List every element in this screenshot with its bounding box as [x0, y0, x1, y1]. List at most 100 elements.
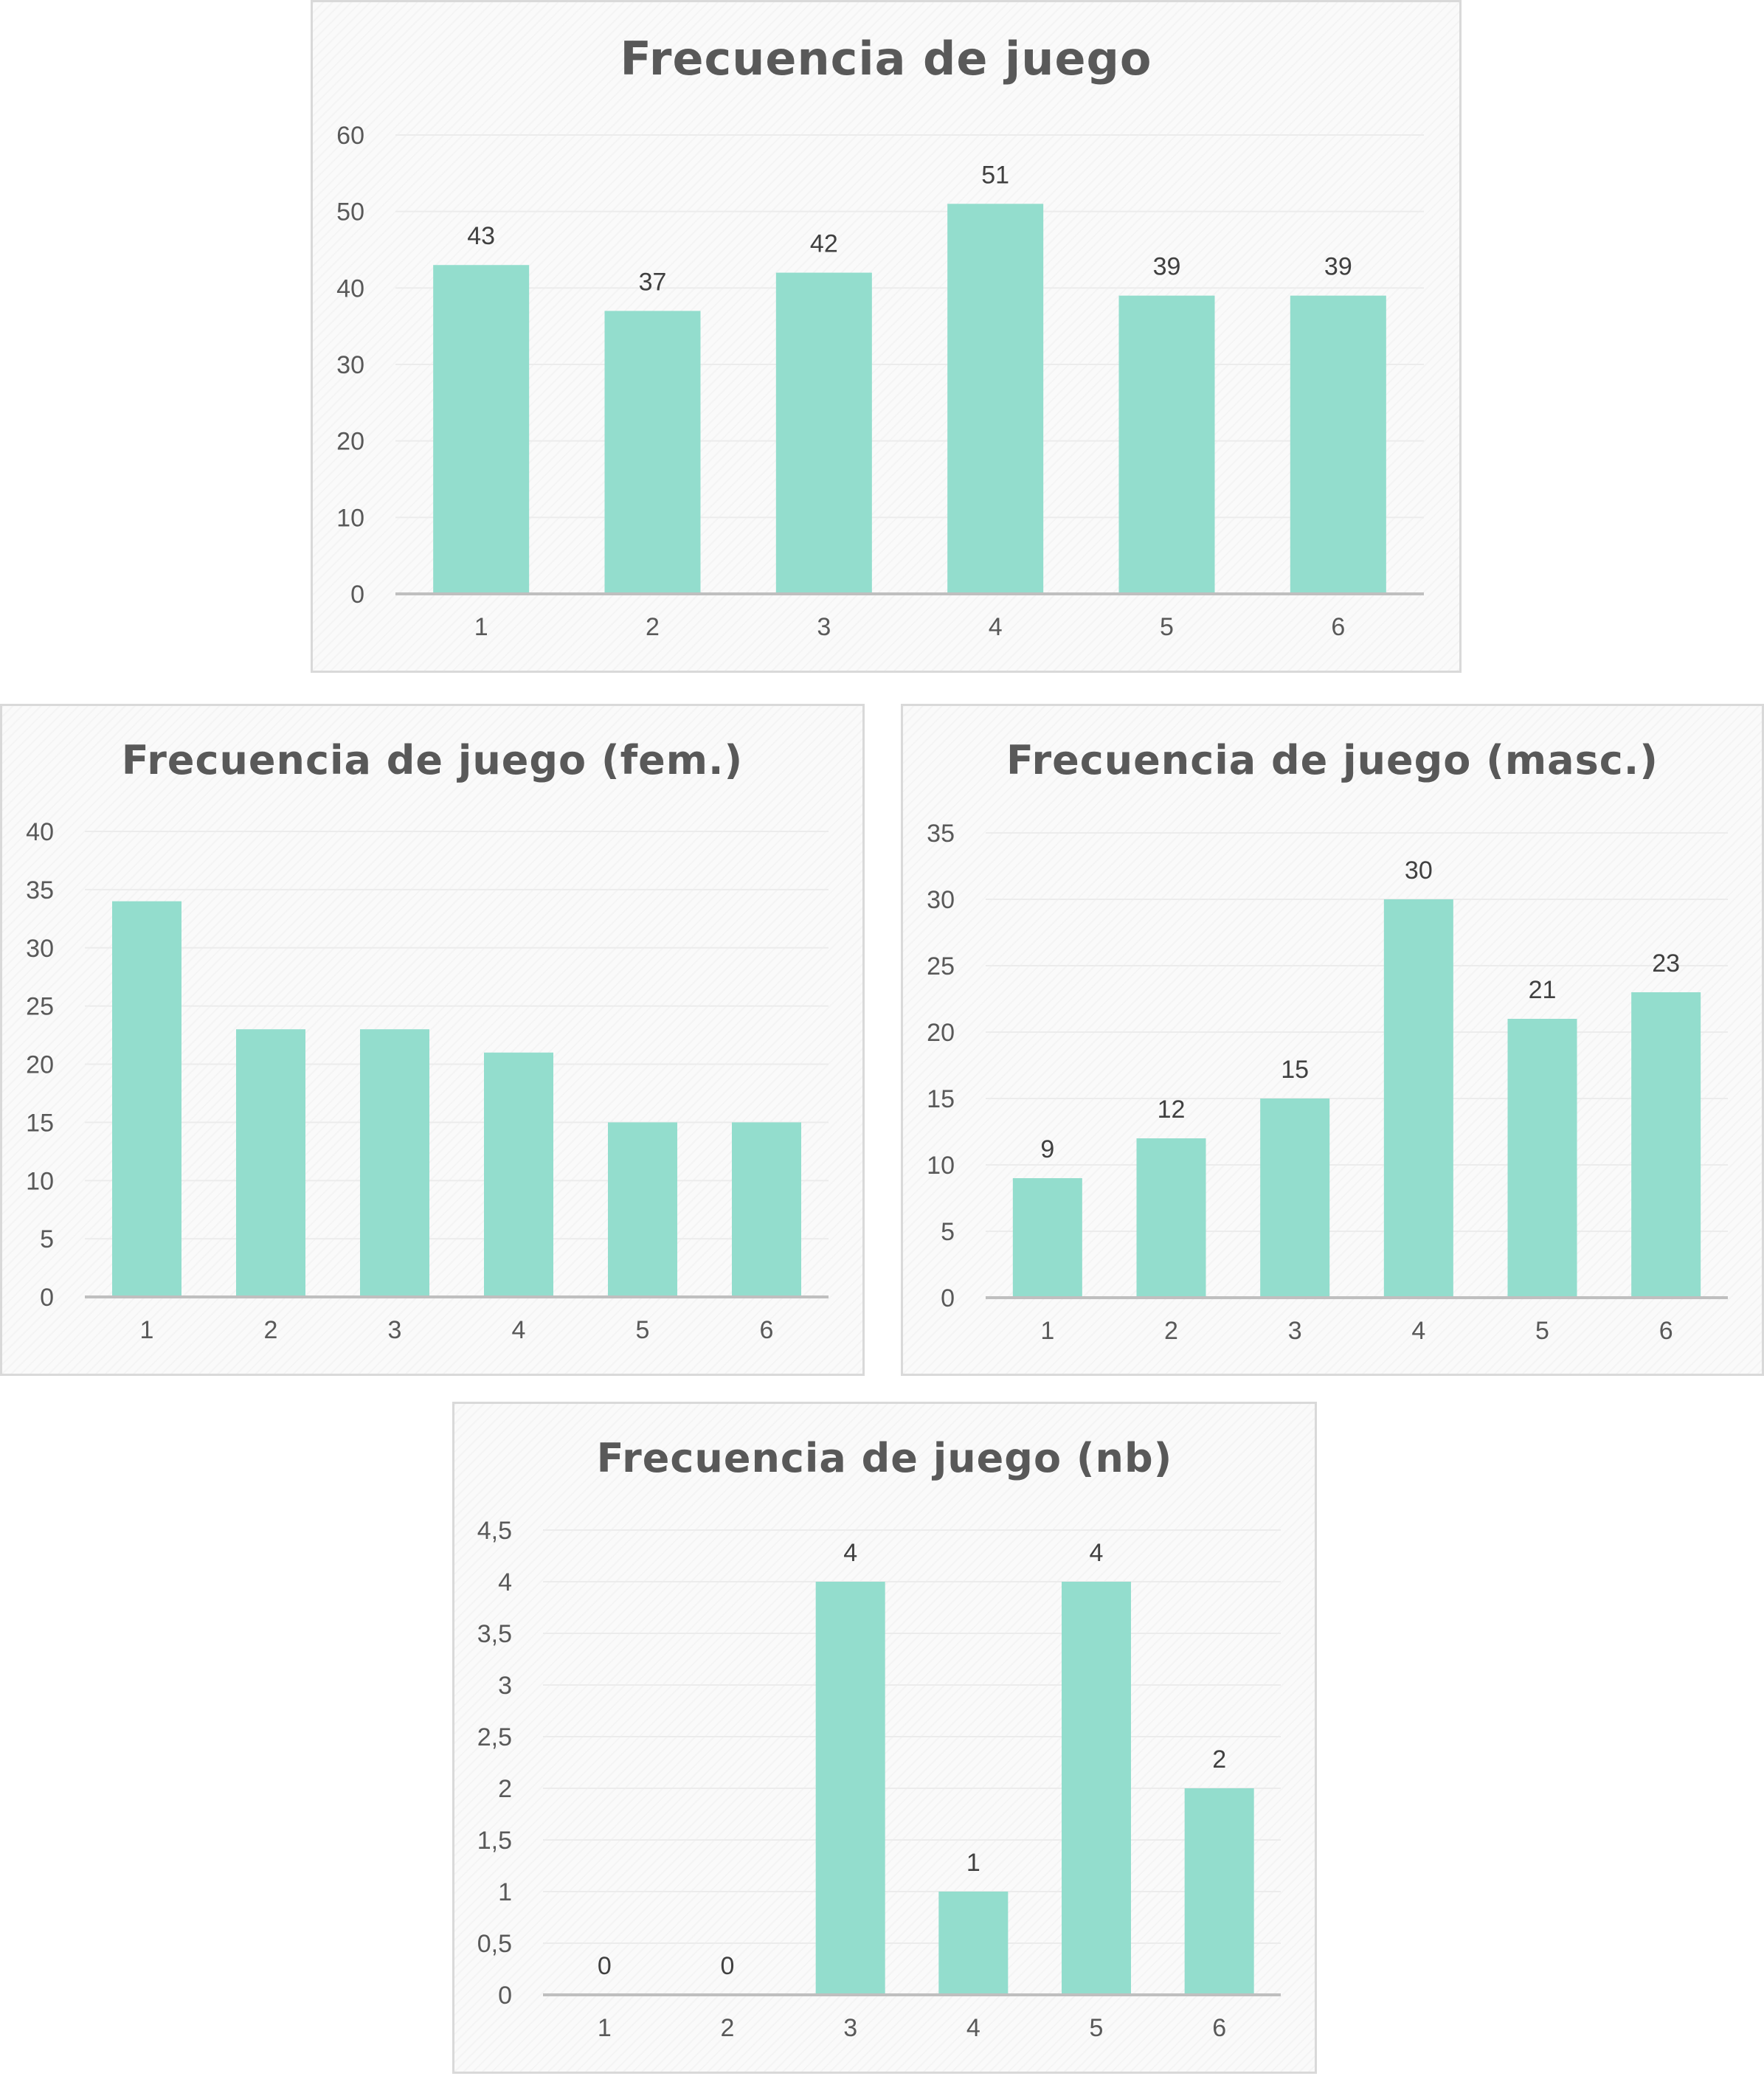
x-tick-label: 4	[512, 1316, 526, 1344]
data-label: 4	[1090, 1539, 1104, 1567]
chart-title: Frecuencia de juego (nb)	[596, 1435, 1173, 1481]
y-tick-label: 30	[927, 886, 955, 914]
y-tick-label: 0	[350, 581, 364, 609]
bar	[1383, 899, 1453, 1298]
y-tick-label: 50	[336, 198, 364, 226]
x-tick-label: 4	[1411, 1317, 1425, 1345]
x-tick-label: 2	[646, 613, 660, 641]
y-tick-label: 5	[40, 1225, 54, 1253]
data-label: 30	[1405, 857, 1433, 885]
x-tick-label: 5	[1160, 613, 1174, 641]
chart-panel-total: Frecuencia de juego 0 10 20 30 40 50 60 43 1 37 2 4…	[311, 0, 1462, 673]
y-tick-label: 35	[927, 820, 955, 848]
x-tick-label: 1	[140, 1316, 154, 1344]
y-tick-label: 1,5	[477, 1827, 512, 1855]
x-tick-label: 3	[817, 613, 831, 641]
bar	[815, 1582, 885, 1995]
bar	[360, 1029, 429, 1297]
y-tick-label: 20	[26, 1051, 54, 1079]
x-tick-label: 6	[760, 1316, 774, 1344]
x-tick-label: 1	[1040, 1317, 1054, 1345]
y-tick-label: 4,5	[477, 1517, 512, 1545]
bar	[608, 1122, 677, 1297]
bar	[775, 272, 872, 594]
x-tick-label: 5	[1090, 2014, 1104, 2042]
bar-chart-fem: 0 5 10 15 20 25 30 35 40 1 2 3 4 5 6	[26, 818, 829, 1344]
bar	[236, 1029, 305, 1297]
x-tick-label: 6	[1212, 2014, 1226, 2042]
x-tick-label: 4	[966, 2014, 980, 2042]
data-label: 0	[721, 1952, 735, 1980]
y-tick-label: 0,5	[477, 1930, 512, 1958]
y-tick-label: 0	[498, 1982, 512, 2010]
bar	[947, 204, 1044, 594]
chart-title: Frecuencia de juego (fem.)	[121, 737, 744, 783]
bar	[433, 265, 530, 594]
y-tick-label: 3,5	[477, 1620, 512, 1648]
x-tick-label: 1	[474, 613, 488, 641]
y-tick-label: 1	[498, 1878, 512, 1906]
data-label: 37	[639, 268, 667, 296]
data-label: 0	[598, 1952, 612, 1980]
y-tick-label: 10	[26, 1167, 54, 1195]
data-label: 51	[981, 161, 1009, 189]
y-tick-label: 30	[26, 935, 54, 963]
data-label: 9	[1040, 1135, 1054, 1163]
y-tick-label: 0	[941, 1284, 955, 1312]
y-tick-label: 10	[336, 504, 364, 532]
data-label: 39	[1324, 253, 1352, 281]
bar	[1260, 1098, 1330, 1298]
y-tick-label: 25	[927, 952, 955, 980]
x-tick-label: 3	[843, 2014, 857, 2042]
bar	[938, 1892, 1009, 1995]
x-tick-label: 5	[636, 1316, 650, 1344]
bar-chart-nb: 0 0,5 1 1,5 2 2,5 3 3,5 4 4,5 0 1 0 2 4 3 1 4 4 5 2 6	[477, 1517, 1281, 2042]
bar	[484, 1052, 553, 1297]
y-tick-label: 30	[336, 351, 364, 379]
y-tick-label: 15	[26, 1109, 54, 1137]
chart-panel-fem: Frecuencia de juego (fem.) 0 5 10 15 20 25 30 3…	[0, 704, 865, 1376]
y-tick-label: 35	[26, 876, 54, 904]
y-tick-label: 20	[336, 428, 364, 456]
chart-title: Frecuencia de juego	[620, 32, 1152, 86]
bar	[1184, 1788, 1254, 1995]
chart-panel-nb: Frecuencia de juego (nb) 0 0,5 1 1,5 2 2,5 3 3,…	[452, 1402, 1317, 2074]
bar	[1062, 1582, 1131, 1995]
data-label: 42	[810, 230, 838, 258]
data-label: 23	[1652, 949, 1680, 978]
x-tick-label: 5	[1535, 1317, 1549, 1345]
x-tick-label: 3	[1288, 1317, 1302, 1345]
y-tick-label: 60	[336, 122, 364, 150]
x-tick-label: 3	[388, 1316, 402, 1344]
x-tick-label: 6	[1331, 613, 1345, 641]
data-label: 4	[843, 1539, 857, 1567]
bar	[1118, 295, 1215, 594]
bar	[1507, 1019, 1577, 1298]
bar	[112, 901, 181, 1297]
data-label: 12	[1158, 1096, 1186, 1124]
data-label: 21	[1529, 976, 1557, 1004]
y-tick-label: 2	[498, 1775, 512, 1803]
y-tick-label: 40	[336, 274, 364, 302]
data-label: 1	[966, 1849, 980, 1877]
bar-chart-total: 0 10 20 30 40 50 60 43 1 37 2 42 3 51 4 39 5 39 6	[336, 122, 1424, 641]
y-tick-label: 25	[26, 993, 54, 1021]
bar	[732, 1122, 801, 1297]
data-label: 43	[467, 222, 495, 250]
bar	[604, 311, 701, 594]
y-tick-label: 20	[927, 1019, 955, 1047]
x-tick-label: 6	[1659, 1317, 1673, 1345]
y-tick-label: 5	[941, 1218, 955, 1246]
y-tick-label: 4	[498, 1568, 512, 1596]
y-tick-label: 3	[498, 1672, 512, 1700]
bar	[1290, 295, 1386, 594]
y-tick-label: 10	[927, 1152, 955, 1180]
y-tick-label: 0	[40, 1284, 54, 1312]
bar	[1136, 1138, 1206, 1298]
bar	[1631, 992, 1701, 1298]
x-tick-label: 2	[264, 1316, 278, 1344]
x-tick-label: 2	[1164, 1317, 1178, 1345]
x-tick-label: 1	[598, 2014, 612, 2042]
y-tick-label: 15	[927, 1085, 955, 1113]
